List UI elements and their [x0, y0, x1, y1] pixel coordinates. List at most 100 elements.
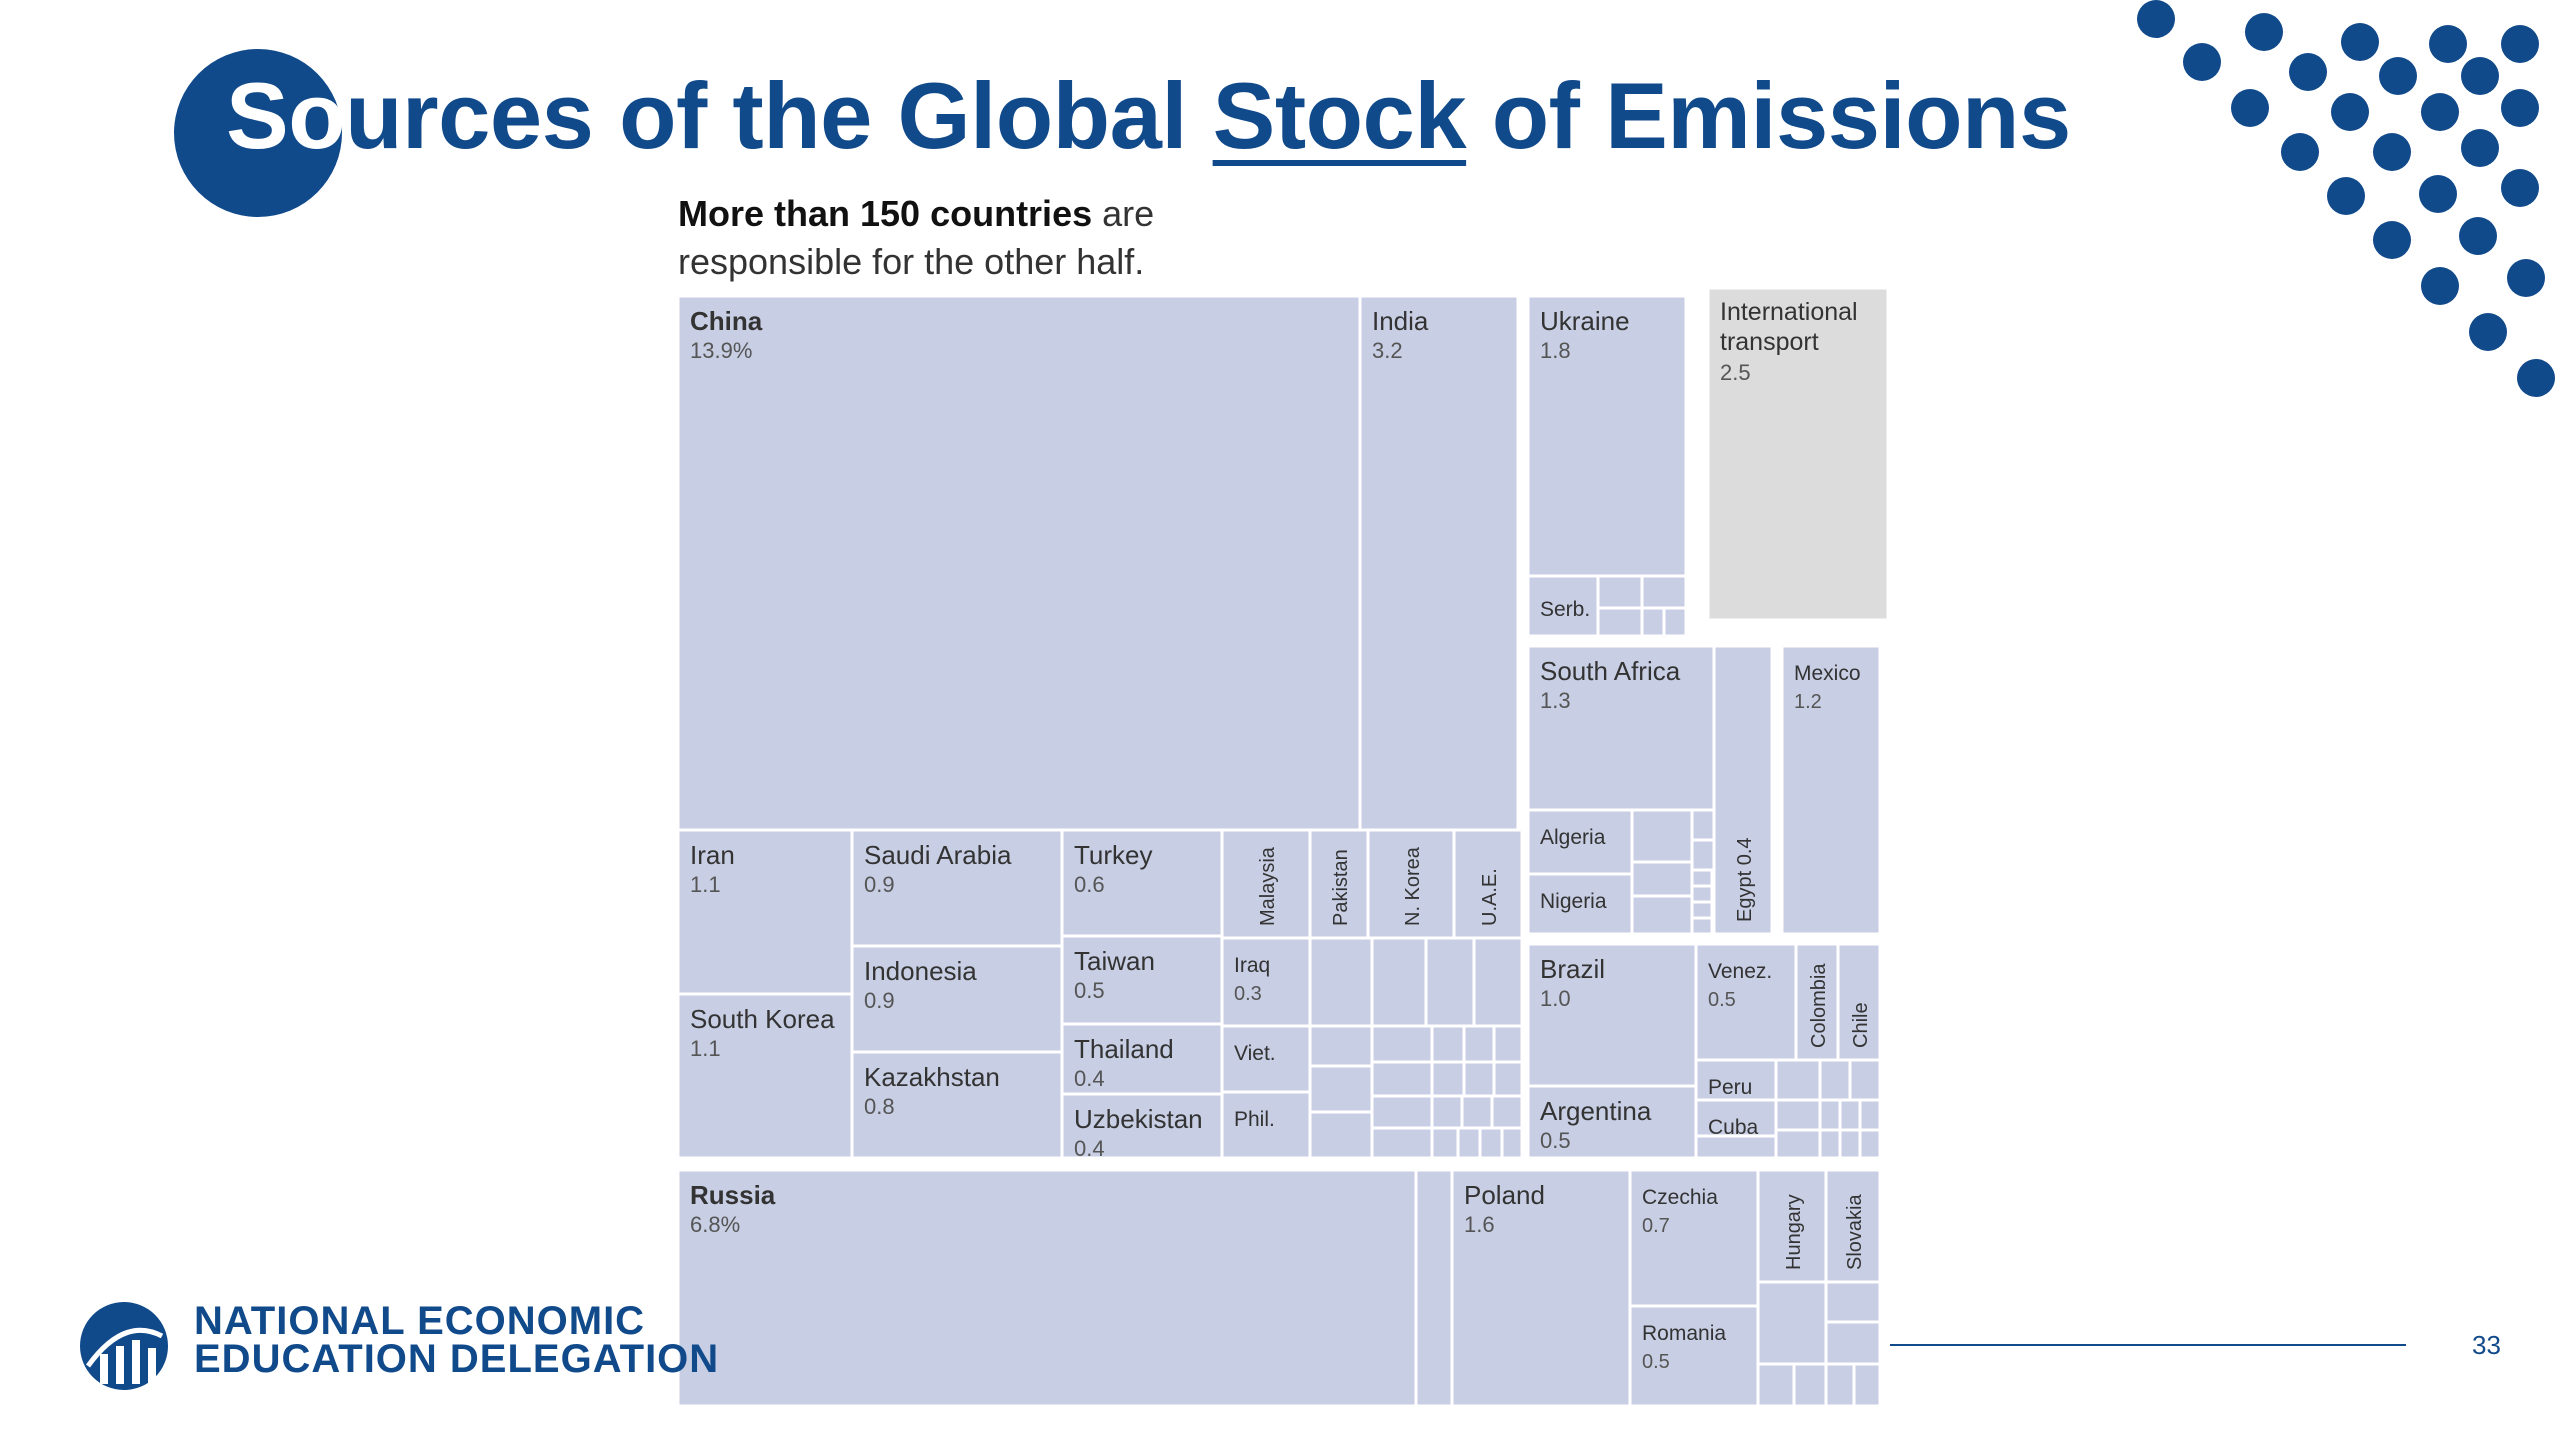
treemap-filler-cell [1858, 1098, 1882, 1132]
treemap-cell-india [1358, 294, 1520, 832]
treemap-cell-china [676, 294, 1362, 832]
treemap-label-iraq: Iraq [1234, 954, 1270, 977]
treemap-value-iran: 1.1 [690, 872, 721, 897]
treemap-filler-cell [1430, 1126, 1460, 1160]
treemap-filler-cell [1308, 1024, 1374, 1068]
treemap-filler-cell [1630, 894, 1694, 936]
treemap-label-indonesia: Indonesia [864, 956, 977, 986]
org-name-line1: NATIONAL ECONOMIC [194, 1299, 646, 1343]
treemap-label-pakistan: Pakistan [1330, 849, 1352, 926]
treemap-filler-cell [1838, 1098, 1862, 1132]
treemap-value-south-africa: 1.3 [1540, 688, 1571, 713]
treemap-label-chile: Chile [1850, 1002, 1872, 1048]
treemap-value-south-korea: 1.1 [690, 1036, 721, 1061]
treemap-filler-cell [1630, 860, 1694, 898]
treemap-filler-cell [1370, 1094, 1434, 1130]
treemap-filler-cell [1858, 1128, 1882, 1160]
treemap-value-international-transport: 2.5 [1720, 360, 1751, 385]
treemap-cell-ukraine [1526, 294, 1688, 578]
treemap-value-venez: 0.5 [1708, 989, 1736, 1011]
treemap-filler-cell [1818, 1128, 1842, 1160]
treemap-value-china: 13.9% [690, 338, 752, 363]
treemap-label-iran: Iran [690, 840, 735, 870]
treemap-value-poland: 1.6 [1464, 1212, 1495, 1237]
slide-title: Sources of the Global Stock of Emissions [226, 62, 2071, 170]
treemap-cell-nigeria [1526, 872, 1634, 936]
treemap-cell-serb [1526, 574, 1600, 638]
treemap-label-venez: Venez. [1708, 960, 1772, 983]
treemap-filler-cell [1694, 1134, 1778, 1160]
treemap-value-mexico: 1.2 [1794, 691, 1822, 713]
org-name: NATIONAL ECONOMIC EDUCATION DELEGATION [194, 1299, 719, 1379]
treemap-filler-cell [1756, 1362, 1796, 1408]
title-stock-underlined: Stock [1212, 63, 1467, 168]
treemap-filler-cell [1596, 574, 1644, 610]
treemap-filler-cell [1462, 1024, 1496, 1064]
treemap-cell-poland [1450, 1168, 1632, 1408]
footer-rule [1890, 1344, 2406, 1346]
treemap-filler-cell [1690, 868, 1714, 888]
treemap-filler-cell [1414, 1168, 1454, 1408]
treemap-filler-cell [1640, 574, 1688, 610]
treemap-cell-iraq [1220, 936, 1312, 1028]
treemap-label-south-korea: South Korea [690, 1004, 835, 1034]
treemap-label-colombia: Colombia [1808, 963, 1830, 1048]
treemap-cell-slovakia [1824, 1168, 1882, 1284]
treemap-filler-cell [1370, 1126, 1434, 1160]
treemap-filler-cell [1308, 1110, 1374, 1160]
treemap-value-turkey: 0.6 [1074, 872, 1105, 897]
org-logo-icon [80, 1302, 168, 1390]
treemap-label-algeria: Algeria [1540, 826, 1606, 849]
treemap-cell-saudi-arabia [850, 828, 1064, 948]
treemap-value-iraq: 0.3 [1234, 983, 1262, 1005]
treemap-filler-cell [1500, 1126, 1524, 1160]
treemap-label-viet: Viet. [1234, 1042, 1276, 1065]
treemap-cell-viet [1220, 1024, 1312, 1094]
treemap-filler-cell [1370, 936, 1428, 1028]
treemap-label-phil: Phil. [1234, 1108, 1275, 1131]
treemap-value-india: 3.2 [1372, 338, 1403, 363]
treemap-cell-peru [1694, 1058, 1778, 1102]
treemap-cell-hungary [1756, 1168, 1828, 1284]
treemap-label-poland: Poland [1464, 1180, 1545, 1210]
treemap-value-argentina: 0.5 [1540, 1128, 1571, 1153]
treemap-filler-cell [1630, 808, 1694, 864]
treemap-value-indonesia: 0.9 [864, 988, 895, 1013]
treemap-value-romania: 0.5 [1642, 1351, 1670, 1373]
treemap-label-cuba: Cuba [1708, 1116, 1759, 1139]
title-part-a: urces of the Global [345, 63, 1213, 168]
treemap-filler-cell [1478, 1126, 1504, 1160]
treemap-filler-cell [1456, 1126, 1482, 1160]
treemap-label-ukraine: Ukraine [1540, 306, 1630, 336]
treemap-label-thailand: Thailand [1074, 1034, 1174, 1064]
treemap-cell-romania [1628, 1304, 1760, 1408]
treemap-label-russia: Russia [690, 1180, 776, 1210]
treemap-cell-argentina [1526, 1084, 1698, 1160]
treemap-label-china: China [690, 306, 763, 336]
treemap-label-argentina: Argentina [1540, 1096, 1652, 1126]
treemap-value-czechia: 0.7 [1642, 1215, 1670, 1237]
treemap-filler-cell [1848, 1058, 1882, 1102]
treemap-cell-chile [1836, 942, 1882, 1062]
treemap-filler-cell [1756, 1280, 1828, 1366]
treemap-cell-brazil [1526, 942, 1698, 1088]
treemap-filler-cell [1462, 1060, 1496, 1098]
title-first-letters: So [226, 63, 346, 168]
treemap-label-brazil: Brazil [1540, 954, 1605, 984]
treemap-filler-cell [1824, 1320, 1882, 1366]
treemap-filler-cell [1774, 1128, 1822, 1160]
treemap-filler-cell [1370, 1060, 1434, 1098]
treemap-filler-cell [1818, 1098, 1842, 1132]
treemap-filler-cell [1824, 1362, 1856, 1408]
treemap-label-czechia: Czechia [1642, 1186, 1718, 1209]
title-part-b: of Emissions [1466, 63, 2072, 168]
treemap-label-turkey: Turkey [1074, 840, 1153, 870]
treemap-label-u-a-e: U.A.E. [1479, 868, 1501, 926]
treemap-value-uzbekistan: 0.4 [1074, 1136, 1105, 1161]
treemap-label-malaysia: Malaysia [1257, 846, 1279, 926]
treemap-value-brazil: 1.0 [1540, 986, 1571, 1011]
chart-subtitle: More than 150 countries are responsible … [678, 190, 1154, 286]
treemap-value-thailand: 0.4 [1074, 1066, 1105, 1091]
treemap-filler-cell [1492, 1060, 1524, 1098]
